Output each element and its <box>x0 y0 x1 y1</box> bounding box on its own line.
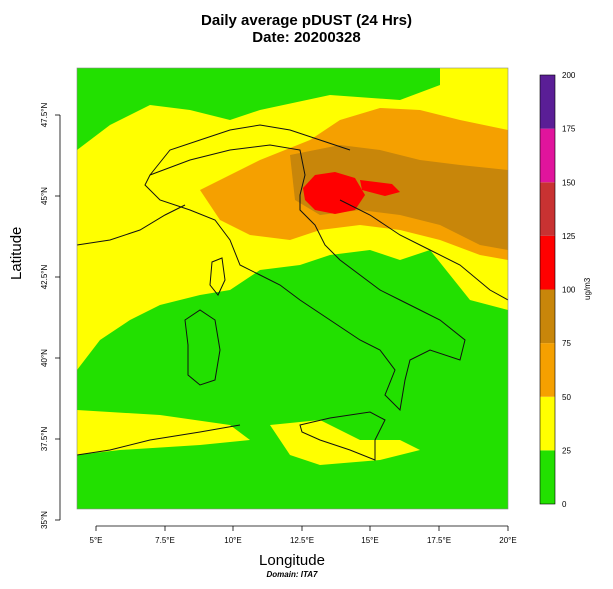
colorbar-tick-8: 200 <box>562 71 576 80</box>
axes <box>55 114 509 531</box>
field-region-extreme-small <box>360 180 400 196</box>
france-coastline <box>77 204 186 246</box>
y-tick-label-2: 40°N <box>40 349 49 367</box>
x-tick-label-0: 5°E <box>90 536 103 545</box>
map-boundaries <box>77 124 508 461</box>
y-axis-label: Latitude <box>8 226 25 280</box>
colorbar-tick-2: 50 <box>562 393 571 402</box>
colorbar-bin-4 <box>540 235 555 290</box>
domain-label: Domain: ITA7 <box>266 570 318 579</box>
colorbar-bin-3 <box>540 289 555 344</box>
concentration-field <box>77 68 508 509</box>
colorbar-bin-6 <box>540 128 555 183</box>
x-tick-label-1: 7.5°E <box>155 536 175 545</box>
corsica-coastline <box>209 257 226 296</box>
colorbar-tick-4: 100 <box>562 286 576 295</box>
y-tick-labels: 35°N 37.5°N 40°N 42.5°N 45°N 47.5°N <box>40 103 49 529</box>
field-region-extreme <box>303 172 365 214</box>
sicily-coastline <box>299 411 386 461</box>
colorbar-tick-7: 175 <box>562 125 576 134</box>
colorbar-tick-1: 25 <box>562 446 571 455</box>
field-region-low-north <box>77 68 440 150</box>
x-tick-label-5: 17.5°E <box>427 536 451 545</box>
y-tick-label-4: 45°N <box>40 187 49 205</box>
colorbar-bin-5 <box>540 182 555 236</box>
map-title: Daily average pDUST (24 Hrs) <box>201 12 412 29</box>
colorbar-bin-7 <box>540 75 555 129</box>
x-tick-label-4: 15°E <box>361 536 378 545</box>
plot-frame <box>76 67 509 510</box>
y-tick-label-3: 42.5°N <box>40 265 49 290</box>
field-region-moderate-sicily <box>270 420 420 465</box>
colorbar-bin-0 <box>540 450 555 504</box>
y-tick-label-5: 47.5°N <box>40 103 49 128</box>
field-region-very-high <box>290 145 508 250</box>
x-tick-label-3: 12.5°E <box>290 536 314 545</box>
y-tick-label-1: 37.5°N <box>40 427 49 452</box>
colorbar-ticks: 0 25 50 75 100 125 150 175 200 <box>562 71 576 509</box>
x-tick-labels: 5°E 7.5°E 10°E 12.5°E 15°E 17.5°E 20°E <box>90 536 517 545</box>
colorbar-tick-6: 150 <box>562 178 576 187</box>
colorbar-tick-0: 0 <box>562 500 567 509</box>
africa-coastline <box>77 424 241 456</box>
x-tick-label-6: 20°E <box>499 536 516 545</box>
x-axis-label: Longitude <box>259 552 325 569</box>
colorbar-tick-3: 75 <box>562 339 571 348</box>
balkan-coastline <box>339 199 508 301</box>
y-tick-label-0: 35°N <box>40 511 49 529</box>
colorbar-bin-2 <box>540 343 555 397</box>
colorbar-unit: ug/m3 <box>583 277 592 300</box>
italy-coastline <box>144 144 466 412</box>
colorbar-frame <box>539 74 556 505</box>
sardinia-coastline <box>184 309 221 386</box>
field-region-moderate-south <box>77 410 250 455</box>
colorbar-bin-1 <box>540 396 555 451</box>
map-date: Date: 20200328 <box>252 29 361 46</box>
x-tick-label-2: 10°E <box>224 536 241 545</box>
colorbar-tick-5: 125 <box>562 232 576 241</box>
colorbar <box>540 75 555 504</box>
alps-border <box>149 124 351 176</box>
